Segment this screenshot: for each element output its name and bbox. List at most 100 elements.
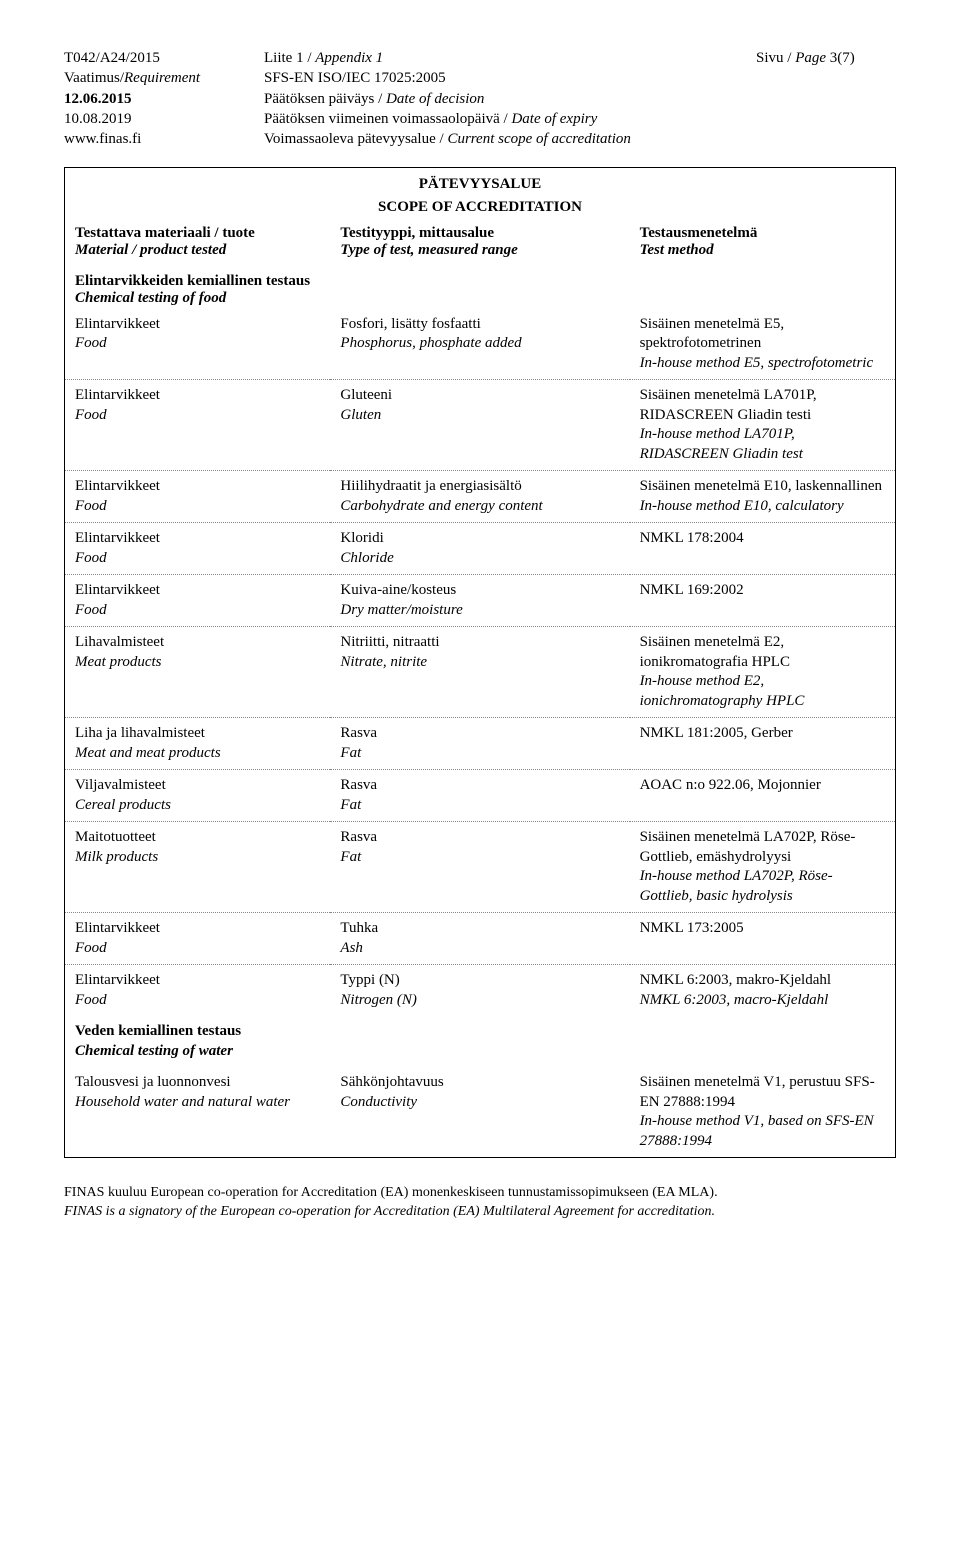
page-header: T042/A24/2015 Vaatimus/Requirement 12.06… xyxy=(64,48,896,149)
text: 10.08.2019 xyxy=(64,111,132,127)
table-row: ElintarvikkeetFood Kuiva-aine/kosteusDry … xyxy=(65,575,896,627)
header-mid-col: Liite 1 / Appendix 1 SFS-EN ISO/IEC 1702… xyxy=(264,48,756,149)
section-water: Veden kemiallinen testaus Chemical testi… xyxy=(65,1016,896,1067)
text: SFS-EN ISO/IEC 17025:2005 xyxy=(264,70,446,86)
cell-plain: Lihavalmisteet xyxy=(75,633,320,653)
footer-line1: FINAS kuuluu European co-operation for A… xyxy=(64,1184,896,1203)
cell-italic: NMKL 6:2003, macro-Kjeldahl xyxy=(640,991,885,1011)
cell-italic: Dry matter/moisture xyxy=(340,601,619,621)
table-row: ElintarvikkeetFoodKloridiChlorideNMKL 17… xyxy=(65,523,896,575)
cell-plain: NMKL 6:2003, makro-Kjeldahl xyxy=(640,971,885,991)
cell-plain: Talousvesi ja luonnonvesi xyxy=(75,1073,320,1093)
cell-plain: Sisäinen menetelmä LA702P, Röse-Gottlieb… xyxy=(640,828,885,867)
section2-l1: Veden kemiallinen testaus xyxy=(75,1022,885,1042)
text-italic: Current scope of accreditation xyxy=(447,131,630,147)
cell-plain: Fosfori, lisätty fosfaatti xyxy=(340,315,619,335)
cell-italic: Gluten xyxy=(340,406,619,426)
cell-italic: Food xyxy=(75,334,320,354)
header-left-0: T042/A24/2015 xyxy=(64,48,264,68)
cell-plain: Rasva xyxy=(340,776,619,796)
cell-italic: Conductivity xyxy=(340,1093,619,1113)
header-mid-0: Liite 1 / Appendix 1 xyxy=(264,48,756,68)
cell-plain: Tuhka xyxy=(340,919,619,939)
cell-italic: Meat and meat products xyxy=(75,744,320,764)
cell-plain: NMKL 181:2005, Gerber xyxy=(640,724,885,744)
cell-italic: Meat products xyxy=(75,653,320,673)
table-row: MaitotuotteetMilk products RasvaFat Sisäin… xyxy=(65,822,896,913)
header-left-3: 10.08.2019 xyxy=(64,109,264,129)
header-left-col: T042/A24/2015 Vaatimus/Requirement 12.06… xyxy=(64,48,264,149)
cell-plain: Rasva xyxy=(340,724,619,744)
cell-italic: Nitrogen (N) xyxy=(340,991,619,1011)
cell-italic: Cereal products xyxy=(75,796,320,816)
footer-line2: FINAS is a signatory of the European co-… xyxy=(64,1203,896,1222)
cell-plain: Sisäinen menetelmä E5, spektrofotometrin… xyxy=(640,315,885,354)
text-italic: Page xyxy=(795,50,830,66)
cell-italic: Chloride xyxy=(340,549,619,569)
table-title-line2: SCOPE OF ACCREDITATION xyxy=(75,197,885,217)
cell-plain: Liha ja lihavalmisteet xyxy=(75,724,320,744)
section1-l2: Chemical testing of food xyxy=(75,290,885,307)
text: Päätöksen päiväys / xyxy=(264,91,386,107)
table-row: Liha ja lihavalmisteetMeat and meat prod… xyxy=(65,718,896,770)
colheader-right-l2: Test method xyxy=(640,242,885,259)
text-italic: Requirement xyxy=(124,70,200,86)
page-footer: FINAS kuuluu European co-operation for A… xyxy=(64,1184,896,1222)
cell-plain: Elintarvikkeet xyxy=(75,581,320,601)
cell-italic: Carbohydrate and energy content xyxy=(340,497,619,517)
cell-italic: Nitrate, nitrite xyxy=(340,653,619,673)
cell-plain: Sisäinen menetelmä LA701P, RIDASCREEN Gl… xyxy=(640,386,885,425)
text-italic: Appendix 1 xyxy=(315,50,383,66)
cell-italic: Food xyxy=(75,991,320,1011)
cell-plain: Elintarvikkeet xyxy=(75,529,320,549)
cell-plain: Elintarvikkeet xyxy=(75,477,320,497)
text: T042/A24/2015 xyxy=(64,50,160,66)
header-left-2: 12.06.2015 xyxy=(64,89,264,109)
cell-plain: Maitotuotteet xyxy=(75,828,320,848)
cell-italic: In-house method LA702P, Röse-Gottlieb, b… xyxy=(640,867,885,906)
cell-italic: Fat xyxy=(340,744,619,764)
header-right-0: Sivu / Page 3(7) xyxy=(756,48,896,68)
cell-italic: Household water and natural water xyxy=(75,1093,320,1113)
cell-italic: Fat xyxy=(340,796,619,816)
cell-plain: Sisäinen menetelmä E10, laskennallinen xyxy=(640,477,885,497)
table-row: ElintarvikkeetFoodHiilihydraatit ja ener… xyxy=(65,471,896,523)
cell-plain: Sisäinen menetelmä V1, perustuu SFS-EN 2… xyxy=(640,1073,885,1112)
cell-italic: Fat xyxy=(340,848,619,868)
cell-plain: Kuiva-aine/kosteus xyxy=(340,581,619,601)
text: www.finas.fi xyxy=(64,131,141,147)
header-left-1: Vaatimus/Requirement xyxy=(64,68,264,88)
text: Liite 1 / xyxy=(264,50,315,66)
section2-l2: Chemical testing of water xyxy=(75,1042,885,1062)
text: Vaatimus/ xyxy=(64,70,124,86)
cell-plain: Rasva xyxy=(340,828,619,848)
header-mid-4: Voimassaoleva pätevyysalue / Current sco… xyxy=(264,129,756,149)
cell-italic: In-house method E2, ionichromatography H… xyxy=(640,672,885,711)
header-mid-3: Päätöksen viimeinen voimassaolopäivä / D… xyxy=(264,109,756,129)
cell-italic: Food xyxy=(75,601,320,621)
cell-plain: Sisäinen menetelmä E2, ionikromatografia… xyxy=(640,633,885,672)
cell-italic: Food xyxy=(75,939,320,959)
text: Päätöksen viimeinen voimassaolopäivä / xyxy=(264,111,511,127)
cell-plain: Typpi (N) xyxy=(340,971,619,991)
header-mid-1: SFS-EN ISO/IEC 17025:2005 xyxy=(264,68,756,88)
cell-plain: Elintarvikkeet xyxy=(75,919,320,939)
cell-italic: Food xyxy=(75,406,320,426)
table-row: ElintarvikkeetFoodTyppi (N)Nitrogen (N)N… xyxy=(65,965,896,1017)
text: Voimassaoleva pätevyysalue / xyxy=(264,131,447,147)
cell-italic: In-house method LA701P, RIDASCREEN Gliad… xyxy=(640,425,885,464)
table-row: ElintarvikkeetFood GluteeniGluten Sisäinen… xyxy=(65,380,896,471)
header-left-4: www.finas.fi xyxy=(64,129,264,149)
colheader-mid-l1: Testityyppi, mittausalue xyxy=(340,225,619,242)
cell-italic: In-house method E5, spectrofotometric xyxy=(640,354,885,374)
cell-italic: Milk products xyxy=(75,848,320,868)
cell-plain: Elintarvikkeet xyxy=(75,386,320,406)
cell-plain: AOAC n:o 922.06, Mojonnier xyxy=(640,776,885,796)
cell-plain: Gluteeni xyxy=(340,386,619,406)
cell-plain: Elintarvikkeet xyxy=(75,315,320,335)
text: Sivu / xyxy=(756,50,795,66)
table-title-line1: PÄTEVYYSALUE xyxy=(75,174,885,194)
header-right-col: Sivu / Page 3(7) xyxy=(756,48,896,149)
cell-plain: Nitriitti, nitraatti xyxy=(340,633,619,653)
cell-italic: Ash xyxy=(340,939,619,959)
